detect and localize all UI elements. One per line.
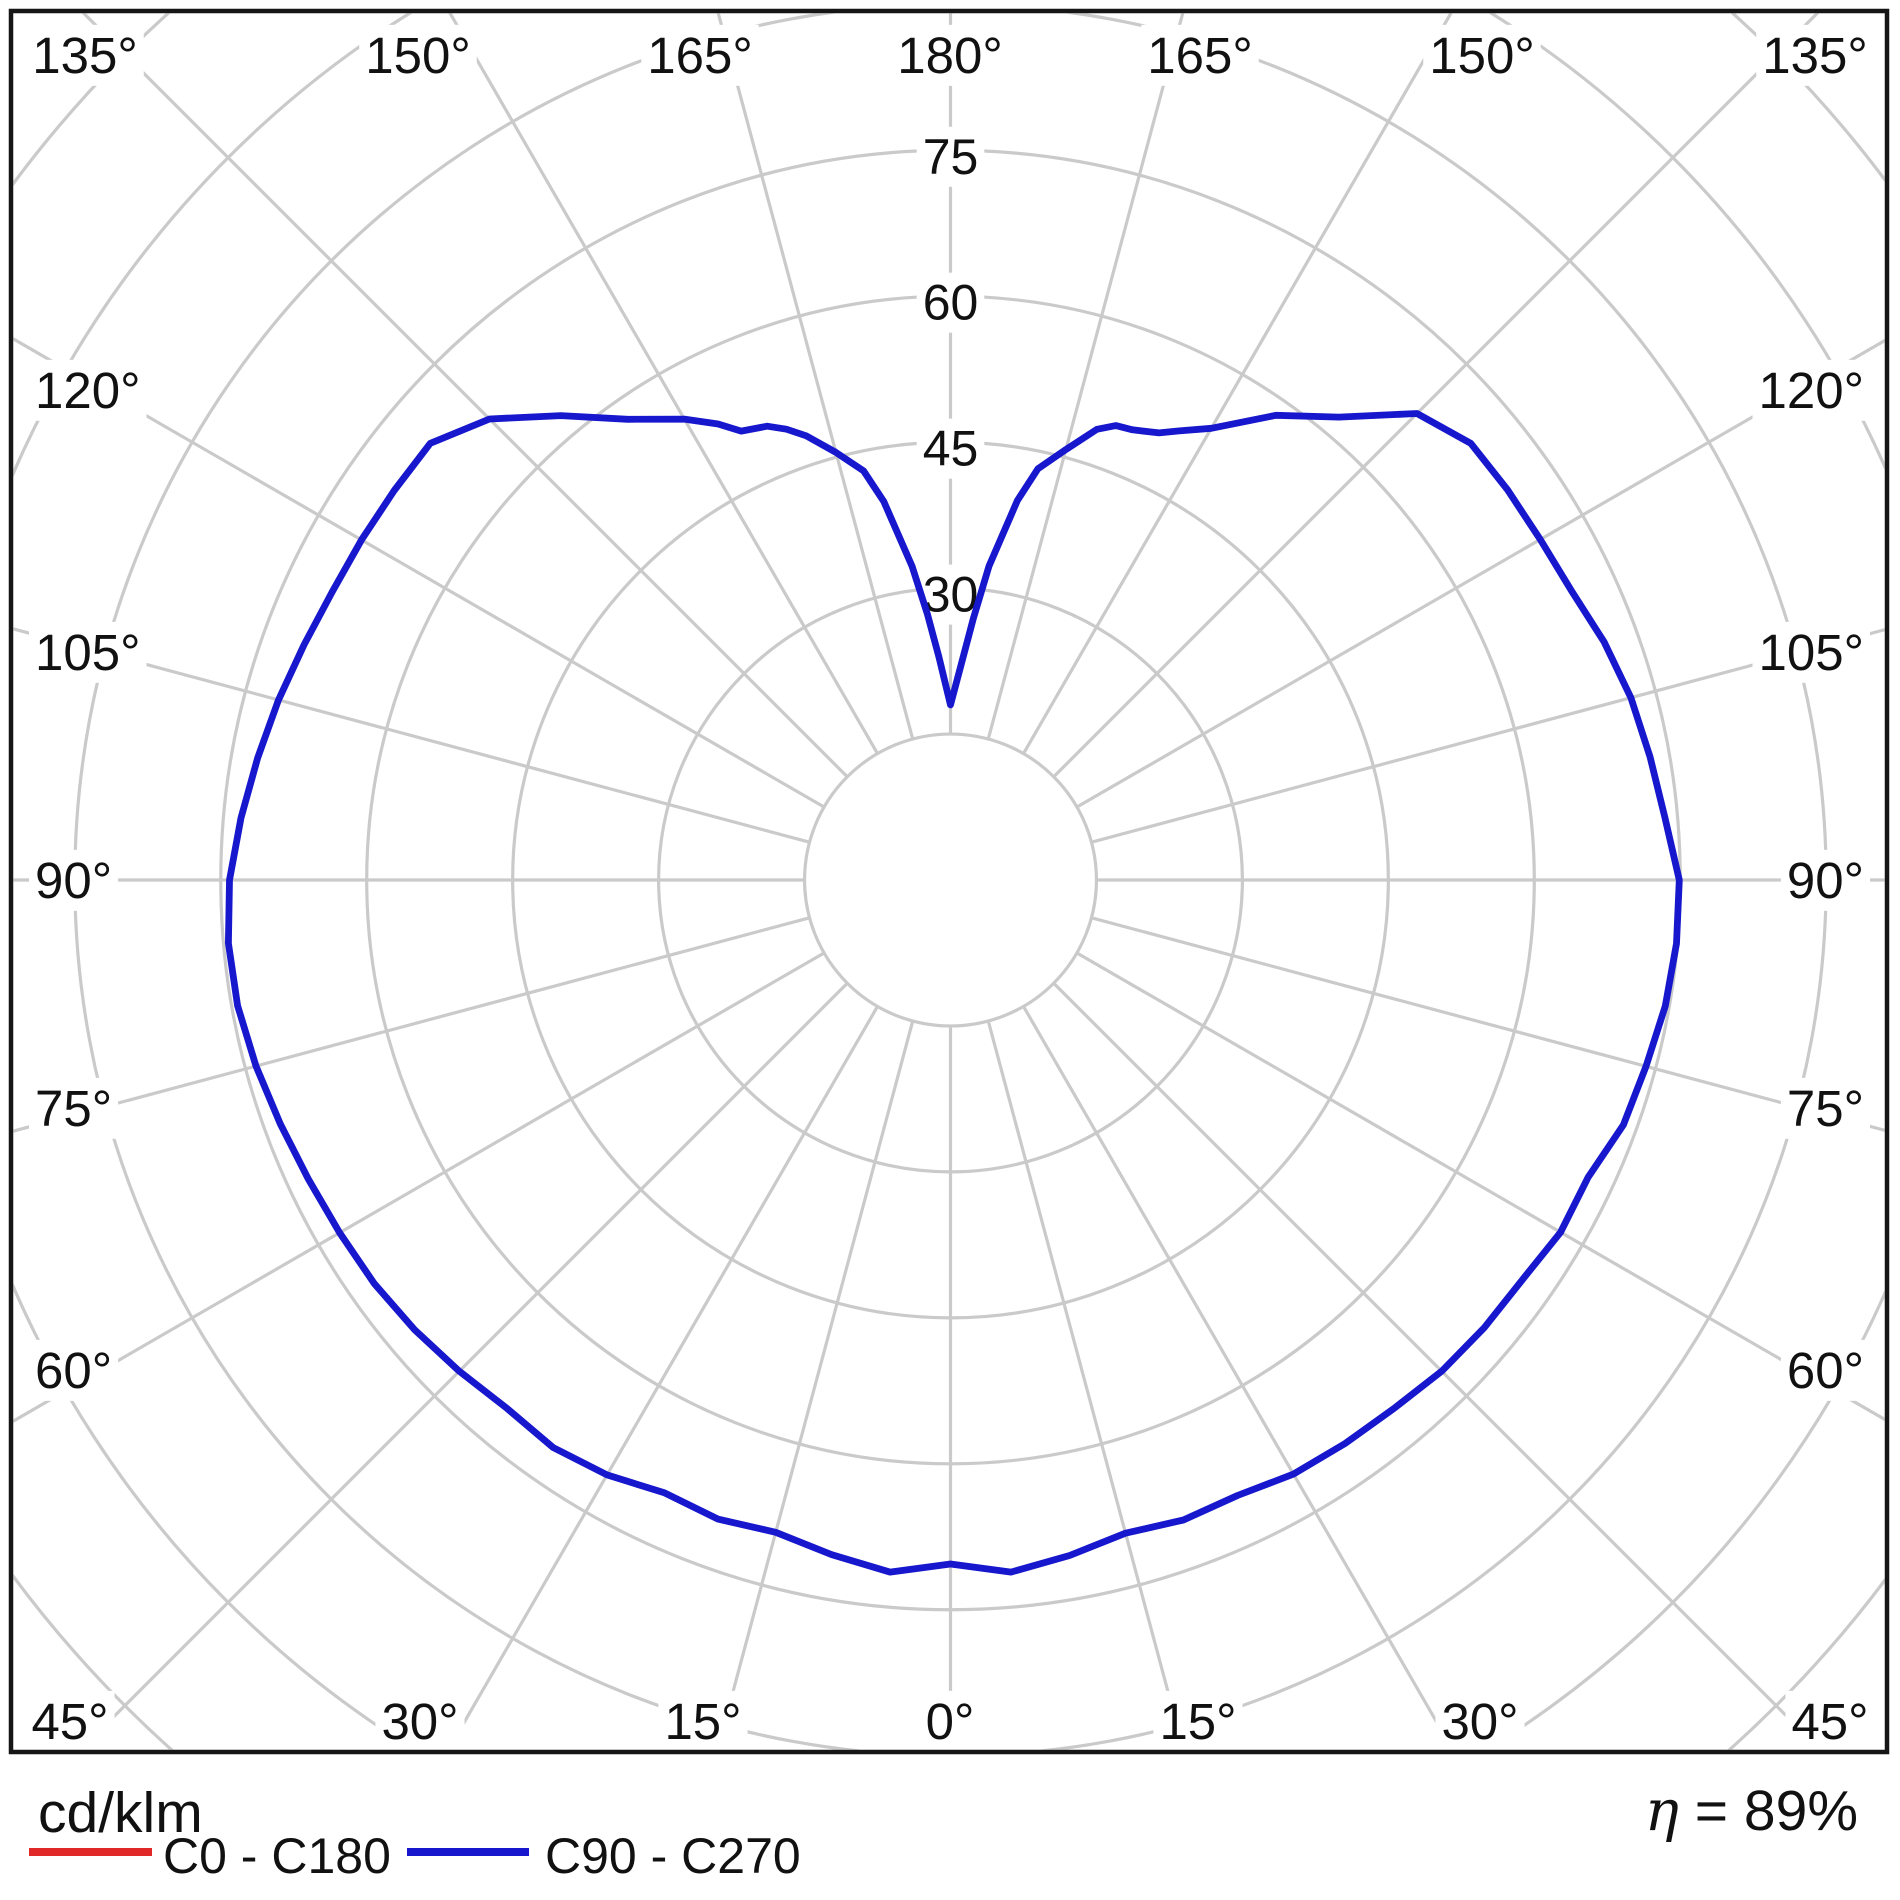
grid-spoke bbox=[446, 1005, 879, 1750]
label-backing bbox=[1153, 1690, 1243, 1752]
angle-label: 90° bbox=[35, 852, 112, 909]
angle-label: 15° bbox=[1159, 1693, 1236, 1750]
angle-label: 165° bbox=[1147, 27, 1253, 84]
grid-spoke bbox=[13, 337, 825, 809]
label-backing bbox=[916, 126, 985, 187]
radial-tick-label: 75 bbox=[923, 129, 979, 185]
angle-label: 45° bbox=[1791, 1693, 1868, 1750]
label-backing bbox=[919, 1690, 981, 1752]
label-backing bbox=[1752, 621, 1870, 683]
angle-label: 135° bbox=[32, 27, 138, 84]
angle-label: 45° bbox=[31, 1693, 108, 1750]
label-backing bbox=[916, 418, 985, 479]
label-backing bbox=[29, 1339, 119, 1401]
angle-label: 105° bbox=[1759, 624, 1865, 681]
angle-label: 30° bbox=[1441, 1693, 1518, 1750]
label-backing bbox=[916, 272, 985, 333]
grid-spoke bbox=[1091, 628, 1885, 844]
grid-spoke bbox=[448, 13, 879, 755]
radial-tick-label: 30 bbox=[923, 567, 979, 623]
grid-spoke bbox=[715, 1020, 915, 1750]
label-backing bbox=[359, 24, 477, 86]
unit-label: cd/klm bbox=[38, 1781, 203, 1845]
label-backing bbox=[29, 359, 147, 421]
label-backing bbox=[1435, 1690, 1525, 1752]
grid-spoke bbox=[13, 916, 810, 1133]
angle-label: 120° bbox=[1759, 362, 1865, 419]
label-backing bbox=[29, 1077, 119, 1139]
legend-swatch-c90-c270 bbox=[407, 1848, 529, 1856]
angle-label: 75° bbox=[35, 1080, 112, 1137]
grid-spoke bbox=[1076, 951, 1885, 1422]
angle-label: 75° bbox=[1787, 1080, 1864, 1137]
radial-tick-label: 60 bbox=[923, 275, 979, 331]
angle-label: 15° bbox=[664, 1693, 741, 1750]
angle-label: 120° bbox=[35, 362, 141, 419]
legend-label-c90-c270: C90 - C270 bbox=[545, 1828, 801, 1884]
label-backing bbox=[1780, 849, 1870, 911]
grid-spoke bbox=[1091, 916, 1885, 1132]
label-backing bbox=[1780, 1339, 1870, 1401]
legend-swatch-c0-c180 bbox=[29, 1848, 152, 1856]
grid-spoke bbox=[1022, 1005, 1455, 1750]
angle-label: 150° bbox=[1429, 27, 1535, 84]
angle-label: 0° bbox=[926, 1693, 975, 1750]
grid-spoke bbox=[13, 627, 810, 844]
angle-label: 30° bbox=[381, 1693, 458, 1750]
grid-ring bbox=[802, 732, 1099, 1028]
label-backing bbox=[29, 849, 119, 911]
label-backing bbox=[641, 24, 759, 86]
curves bbox=[225, 410, 1683, 1576]
angle-label: 180° bbox=[897, 27, 1003, 84]
label-backing bbox=[1780, 1077, 1870, 1139]
grid-spoke bbox=[1022, 13, 1453, 755]
grid-spoke bbox=[986, 13, 1185, 740]
angle-label: 150° bbox=[365, 27, 471, 84]
eta-symbol: η bbox=[1644, 1778, 1679, 1844]
label-backing bbox=[375, 1690, 465, 1752]
label-backing bbox=[1785, 1690, 1875, 1752]
label-backing bbox=[891, 24, 1009, 86]
label-backing bbox=[1423, 24, 1541, 86]
angle-label: 90° bbox=[1787, 852, 1864, 909]
angle-label: 135° bbox=[1762, 27, 1868, 84]
angle-label: 105° bbox=[35, 624, 141, 681]
plot-frame bbox=[8, 8, 1890, 1755]
efficiency-label: η = 89% bbox=[1645, 1778, 1858, 1844]
angle-label: 165° bbox=[647, 27, 753, 84]
grid-spoke bbox=[1076, 338, 1885, 809]
grid-spoke bbox=[13, 951, 825, 1423]
eta-value: = 89% bbox=[1678, 1779, 1858, 1843]
label-backing bbox=[26, 24, 144, 86]
label-backing bbox=[658, 1690, 748, 1752]
label-backing bbox=[1752, 359, 1870, 421]
legend-label-c0-c180: C0 - C180 bbox=[163, 1828, 391, 1884]
label-backing bbox=[29, 621, 147, 683]
label-backing bbox=[1141, 24, 1259, 86]
intensity-curve bbox=[225, 410, 1683, 1576]
label-backing bbox=[25, 1690, 115, 1752]
angle-label: 60° bbox=[1787, 1342, 1864, 1399]
axis-labels: 30 45 60 75 135° 150° 165° 180° 165° 150° 135° 45° 3… bbox=[25, 24, 1875, 1752]
grid-spoke bbox=[716, 13, 915, 740]
radial-tick-label: 45 bbox=[923, 421, 979, 477]
angle-label: 60° bbox=[35, 1342, 112, 1399]
grid-spoke bbox=[986, 1020, 1186, 1750]
label-backing bbox=[1756, 24, 1874, 86]
